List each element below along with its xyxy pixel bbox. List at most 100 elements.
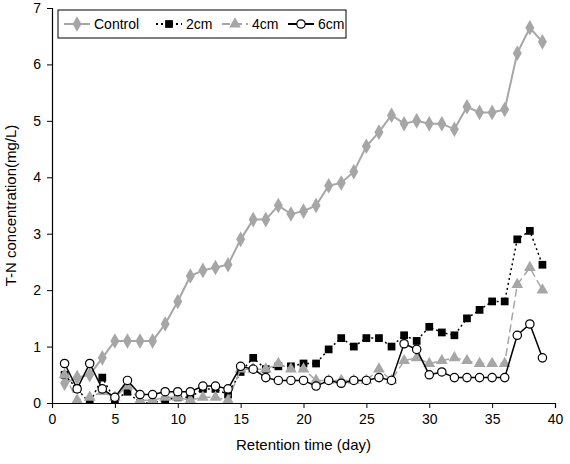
tick-mark [47, 8, 52, 9]
tick-label: 30 [422, 411, 438, 427]
tick: 1 [33, 339, 52, 355]
tick: 2 [33, 282, 52, 298]
tick-mark [555, 403, 556, 408]
marker [539, 261, 547, 269]
marker [511, 278, 523, 288]
marker [349, 164, 358, 180]
marker [312, 382, 320, 390]
legend-label: 2cm [186, 16, 212, 32]
tick-label: 10 [170, 411, 186, 427]
tick-mark [241, 403, 242, 408]
marker [425, 116, 434, 132]
marker [236, 362, 244, 370]
marker [350, 376, 358, 384]
marker [249, 354, 257, 362]
marker [362, 138, 371, 154]
marker [73, 385, 81, 393]
legend-marker [73, 16, 82, 32]
legend-marker [297, 20, 305, 28]
marker [413, 337, 421, 345]
tick: 7 [33, 0, 52, 16]
marker [436, 354, 448, 364]
marker [272, 357, 284, 367]
marker [260, 362, 272, 372]
marker [375, 373, 383, 381]
marker [123, 376, 131, 384]
marker [174, 388, 182, 396]
marker [186, 388, 194, 396]
tick: 3 [33, 226, 52, 242]
legend-marker [229, 17, 241, 27]
marker [84, 391, 96, 401]
marker [236, 232, 245, 248]
marker [198, 263, 207, 279]
tick-label: 7 [33, 0, 41, 16]
marker [222, 393, 234, 403]
tick: 25 [359, 403, 375, 427]
tick-label: 3 [33, 226, 41, 242]
marker [438, 368, 446, 376]
marker [476, 306, 484, 314]
tick: 40 [548, 403, 564, 427]
marker [537, 283, 549, 293]
x-axis: 0510152025303540 [49, 403, 564, 427]
marker [488, 105, 497, 121]
marker [148, 333, 157, 349]
legend-box [58, 10, 346, 38]
marker [211, 382, 219, 390]
marker [60, 359, 68, 367]
marker [475, 105, 484, 121]
marker [86, 359, 94, 367]
marker [71, 393, 83, 403]
marker [98, 350, 107, 366]
marker [449, 351, 461, 361]
tick-mark [429, 403, 430, 408]
tick-label: 4 [33, 169, 41, 185]
marker [111, 393, 119, 401]
tick: 5 [33, 113, 52, 129]
tick-label: 35 [485, 411, 501, 427]
tick-label: 40 [548, 411, 564, 427]
legend-item: Control [64, 16, 139, 32]
marker [235, 362, 247, 372]
legend-marker [165, 20, 173, 28]
y-axis-title: T-N concentration(mg/L) [2, 125, 19, 287]
tick-label: 0 [49, 411, 57, 427]
marker [526, 320, 534, 328]
marker [375, 334, 383, 342]
marker [299, 376, 307, 384]
tick: 30 [422, 403, 438, 427]
marker [110, 333, 119, 349]
marker [286, 206, 295, 222]
marker [374, 124, 383, 140]
tick-label: 5 [33, 113, 41, 129]
marker [98, 385, 106, 393]
tick: 35 [485, 403, 501, 427]
marker [199, 382, 207, 390]
marker [287, 376, 295, 384]
marker [224, 257, 233, 273]
marker [123, 333, 132, 349]
marker [98, 374, 106, 382]
series-line [65, 231, 543, 403]
marker [323, 374, 335, 384]
tick: 20 [296, 403, 312, 427]
marker [324, 178, 333, 194]
legend-label: Control [94, 16, 139, 32]
tick-mark [47, 121, 52, 122]
legend-label: 6cm [318, 16, 344, 32]
marker [387, 107, 396, 123]
tick-label: 2 [33, 282, 41, 298]
marker [513, 331, 521, 339]
tick-label: 1 [33, 339, 41, 355]
marker [161, 388, 169, 396]
marker [249, 212, 258, 228]
marker [501, 298, 509, 306]
marker [274, 198, 283, 214]
tick-mark [47, 347, 52, 348]
marker [488, 298, 496, 306]
marker [387, 376, 395, 384]
tick: 5 [111, 403, 119, 427]
marker [247, 362, 259, 372]
marker [425, 371, 433, 379]
